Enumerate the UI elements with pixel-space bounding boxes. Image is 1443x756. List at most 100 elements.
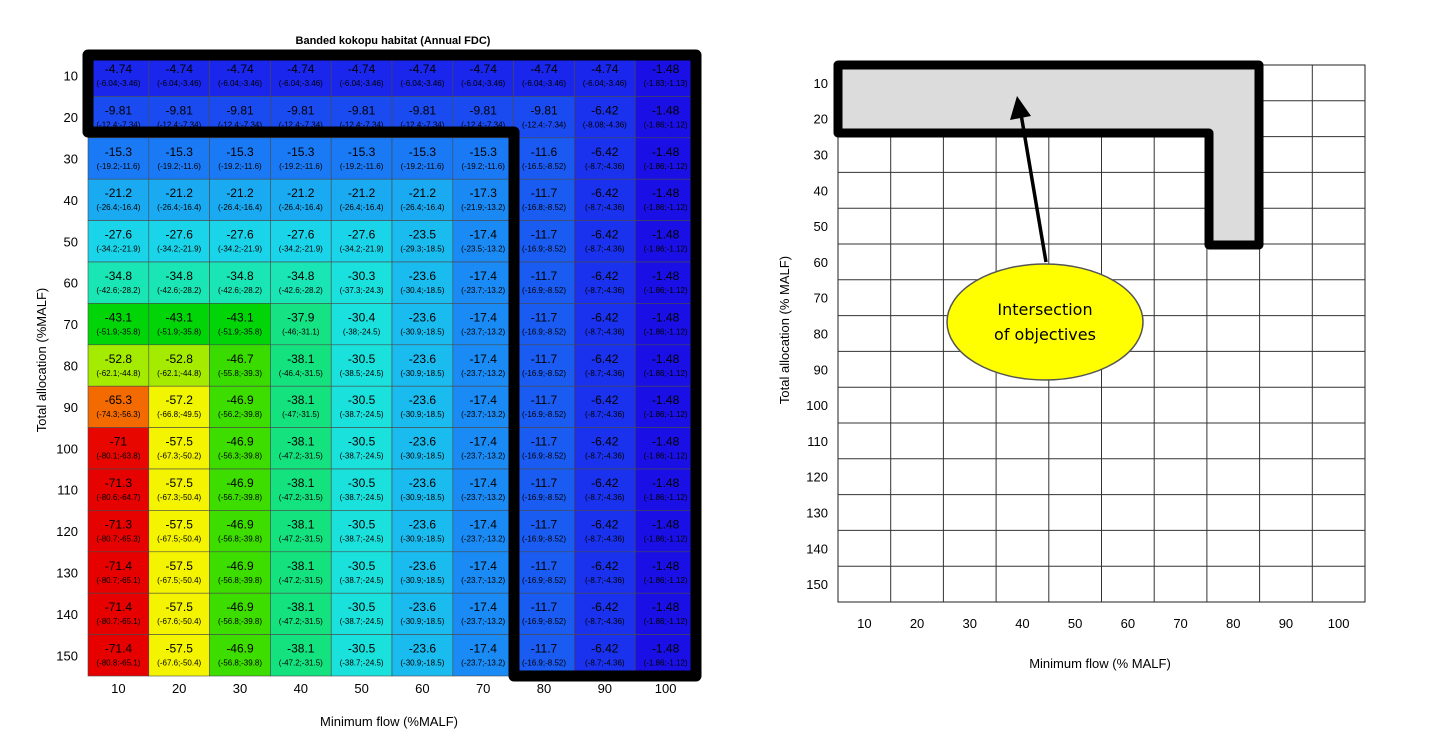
heatmap-cell-value: -1.48 (652, 269, 680, 283)
heatmap-cell (209, 303, 271, 346)
heatmap-cell (330, 385, 393, 428)
heatmap-cell-value: -4.74 (105, 62, 133, 76)
grid-x-axis-label: Minimum flow (% MALF) (1029, 656, 1171, 671)
heatmap-cell-value: -9.81 (287, 103, 315, 117)
heatmap-cell (148, 220, 210, 263)
heatmap-cell (513, 427, 575, 470)
heatmap-cell-value: -11.7 (531, 600, 558, 614)
heatmap-cell-value: -46.7 (226, 352, 254, 366)
heatmap-cell-range: (-38;-24.5) (343, 327, 381, 336)
heatmap-cell-range: (-6.04;-3.46) (218, 79, 262, 88)
heatmap-cell-range: (-30.9;-18.5) (400, 493, 444, 502)
grid-y-tick-label: 150 (806, 577, 828, 592)
heatmap-cell-value: -1.48 (652, 476, 680, 490)
heatmap-cell-value: -17.4 (470, 310, 498, 324)
heatmap-cell-value: -1.48 (652, 310, 680, 324)
heatmap-cell-value: -38.1 (287, 393, 315, 407)
heatmap-cell-value: -11.6 (531, 145, 558, 159)
heatmap-cell-value: -17.4 (470, 352, 498, 366)
heatmap-cell-value: -30.4 (348, 310, 376, 324)
heatmap-cell-range: (-30.4;-18.5) (400, 286, 444, 295)
heatmap-cell-value: -1.48 (652, 517, 680, 531)
heatmap-cell-range: (-56.3;-39.8) (218, 452, 262, 461)
heatmap-cell-range: (-26.4;-16.4) (400, 203, 444, 212)
heatmap-cell (513, 344, 575, 387)
heatmap-chart: Banded kokopu habitat (Annual FDC) -4.74… (34, 35, 702, 729)
heatmap-cell (634, 385, 697, 428)
heatmap-cell-range: (-1.86;-1.12) (644, 327, 688, 336)
heatmap-cell-range: (-1.86;-1.12) (644, 534, 688, 543)
heatmap-cell (452, 303, 514, 346)
heatmap-cell-range: (-34.2;-21.9) (157, 245, 201, 254)
heatmap-cell-range: (-12.4;-7.34) (461, 120, 505, 129)
heatmap-cell-value: -46.9 (226, 642, 254, 656)
heatmap-cell (209, 178, 271, 221)
heatmap-cell (270, 634, 332, 677)
heatmap-cell-value: -1.48 (652, 559, 680, 573)
heatmap-y-axis-label: Total allocation (%MALF) (34, 288, 49, 433)
heatmap-cell-value: -23.6 (409, 435, 437, 449)
heatmap-cell-value: -4.74 (166, 62, 194, 76)
heatmap-cell (330, 54, 393, 97)
heatmap-cell (574, 510, 636, 553)
heatmap-cell-range: (-47.2;-31.5) (279, 617, 323, 626)
heatmap-cell-value: -21.2 (166, 186, 194, 200)
heatmap-cell-value: -17.4 (470, 600, 498, 614)
annotation-text-line-2: of objectives (994, 325, 1096, 344)
heatmap-cell-value: -38.1 (287, 476, 315, 490)
heatmap-cell (513, 178, 575, 221)
heatmap-cell (270, 427, 332, 470)
heatmap-cell-value: -43.1 (226, 310, 254, 324)
heatmap-cell-range: (-12.4;-7.34) (218, 120, 262, 129)
heatmap-cell-value: -9.81 (105, 103, 133, 117)
heatmap-cell (330, 220, 393, 263)
heatmap-cell (634, 344, 697, 387)
heatmap-cell-value: -65.3 (105, 393, 133, 407)
heatmap-cell-value: -52.8 (105, 352, 133, 366)
heatmap-y-tick-label: 70 (64, 317, 78, 332)
heatmap-cell-value: -38.1 (287, 642, 315, 656)
heatmap-cell-range: (-8.7;-4.36) (585, 493, 625, 502)
heatmap-cell-value: -6.42 (591, 228, 619, 242)
heatmap-cell-range: (-23.7;-13.2) (461, 659, 505, 668)
heatmap-cell (270, 592, 332, 635)
heatmap-x-tick-label: 60 (415, 681, 429, 696)
heatmap-cell-value: -27.6 (287, 228, 315, 242)
heatmap-cell (391, 634, 454, 677)
heatmap-cell-range: (-26.4;-16.4) (279, 203, 323, 212)
heatmap-cell-value: -11.7 (531, 559, 558, 573)
heatmap-cell (513, 261, 575, 304)
heatmap-cell (513, 220, 575, 263)
grid-y-ticks: 10 20 30 40 50 60 70 80 90 100 110 120 130 140 150 (806, 76, 828, 592)
grid-y-tick-label: 30 (814, 148, 828, 163)
heatmap-cell (270, 510, 332, 553)
heatmap-cell (270, 220, 332, 263)
heatmap-cell-range: (-23.7;-13.2) (461, 369, 505, 378)
heatmap-cell-value: -30.5 (348, 476, 376, 490)
heatmap-cell-range: (-38.5;-24.5) (340, 369, 384, 378)
heatmap-cell (513, 468, 575, 511)
heatmap-cell-value: -71.4 (105, 642, 133, 656)
heatmap-cell-range: (-19.2;-11.6) (97, 162, 141, 171)
heatmap-cell-value: -46.9 (226, 476, 254, 490)
heatmap-cell-value: -6.42 (591, 435, 619, 449)
heatmap-cell-range: (-56.7;-39.8) (218, 493, 262, 502)
heatmap-cell (148, 344, 210, 387)
heatmap-cell-range: (-8.7;-4.36) (585, 369, 625, 378)
heatmap-cell-value: -17.4 (470, 642, 498, 656)
heatmap-cell-range: (-16.9;-8.52) (522, 410, 566, 419)
heatmap-cell-range: (-26.4;-16.4) (96, 203, 140, 212)
heatmap-cell-range: (-1.86;-1.12) (644, 369, 688, 378)
heatmap-cell-value: -6.42 (591, 269, 619, 283)
heatmap-cell (391, 385, 454, 428)
heatmap-cell-value: -57.5 (166, 435, 194, 449)
heatmap-cell (513, 634, 575, 677)
heatmap-cell-value: -6.42 (591, 186, 619, 200)
heatmap-cell-range: (-56.8;-39.8) (218, 659, 262, 668)
heatmap-cell-value: -6.42 (591, 559, 619, 573)
heatmap-cell-range: (-55.8;-39.3) (218, 369, 262, 378)
heatmap-cell-range: (-1.86;-1.12) (644, 162, 688, 171)
heatmap-cell-value: -23.6 (409, 517, 437, 531)
heatmap-cell-value: -6.42 (591, 393, 619, 407)
